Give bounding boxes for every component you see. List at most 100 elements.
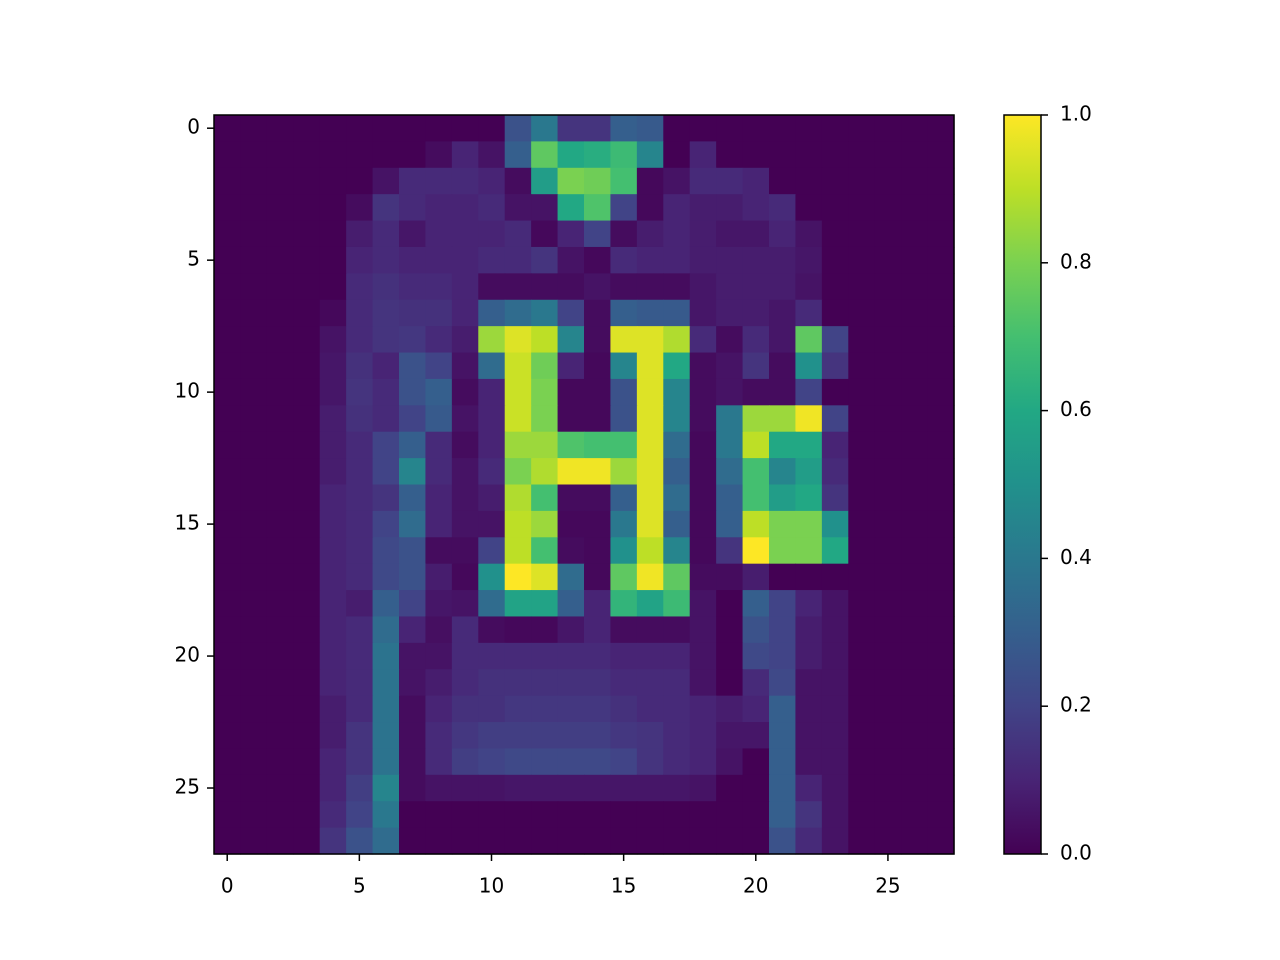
heatmap-cell: [293, 458, 321, 486]
heatmap-cell: [716, 246, 744, 274]
heatmap-cell: [795, 642, 823, 670]
heatmap-cell: [769, 616, 797, 644]
heatmap-cell: [504, 115, 532, 142]
heatmap-cell: [716, 378, 744, 406]
heatmap-cell: [821, 378, 849, 406]
heatmap-cell: [821, 458, 849, 486]
heatmap-cell: [504, 801, 532, 829]
heatmap-cell: [584, 194, 612, 222]
heatmap-cell: [663, 326, 691, 354]
heatmap-cell: [901, 167, 929, 195]
heatmap-cell: [689, 642, 717, 670]
heatmap-cell: [425, 220, 453, 248]
heatmap-cell: [451, 299, 479, 327]
heatmap-cell: [716, 563, 744, 591]
heatmap-cell: [425, 431, 453, 459]
heatmap-cell: [451, 616, 479, 644]
heatmap-cell: [399, 827, 427, 855]
heatmap-cell: [399, 722, 427, 750]
heatmap-cell: [927, 299, 955, 327]
heatmap-cell: [346, 669, 374, 697]
heatmap-cell: [795, 115, 823, 142]
heatmap-cell: [901, 642, 929, 670]
heatmap-cell: [848, 801, 876, 829]
heatmap-cell: [557, 273, 585, 301]
heatmap-cell: [319, 827, 347, 855]
heatmap-cell: [266, 590, 294, 618]
heatmap-cell: [584, 616, 612, 644]
heatmap-cell: [346, 774, 374, 802]
heatmap-cell: [399, 669, 427, 697]
heatmap-cell: [716, 431, 744, 459]
heatmap-cell: [769, 378, 797, 406]
heatmap-cell: [663, 669, 691, 697]
heatmap-cell: [795, 827, 823, 855]
heatmap-cell: [293, 537, 321, 565]
heatmap-cell: [821, 352, 849, 380]
heatmap-cell: [742, 510, 770, 538]
heatmap-cell: [504, 326, 532, 354]
heatmap-cell: [689, 352, 717, 380]
heatmap-cell: [584, 115, 612, 142]
heatmap-cell: [901, 220, 929, 248]
heatmap-cell: [399, 616, 427, 644]
colorbar-axis: 0.0 0.2 0.4 0.6 0.8 1.0: [1041, 102, 1092, 865]
heatmap-cell: [372, 801, 400, 829]
heatmap-cell: [266, 115, 294, 142]
heatmap-cell: [240, 642, 268, 670]
heatmap-cell: [214, 827, 242, 855]
heatmap-cell: [346, 194, 374, 222]
heatmap-cell: [742, 695, 770, 723]
plot-frame: [213, 114, 955, 855]
heatmap-cell: [319, 642, 347, 670]
heatmap-cell: [266, 827, 294, 855]
heatmap-cell: [927, 352, 955, 380]
heatmap-cell: [214, 378, 242, 406]
heatmap-cell: [874, 537, 902, 565]
heatmap-cell: [478, 642, 506, 670]
heatmap-cell: [451, 827, 479, 855]
heatmap-cell: [531, 378, 559, 406]
heatmap-cell: [795, 299, 823, 327]
heatmap-cell: [240, 326, 268, 354]
heatmap-cell: [848, 299, 876, 327]
heatmap-cell: [451, 722, 479, 750]
heatmap-cell: [214, 484, 242, 512]
heatmap-cell: [557, 537, 585, 565]
heatmap-cell: [557, 299, 585, 327]
heatmap-cell: [663, 801, 691, 829]
heatmap-cell: [478, 484, 506, 512]
heatmap-cell: [399, 563, 427, 591]
heatmap-cell: [795, 246, 823, 274]
heatmap-cell: [293, 326, 321, 354]
heatmap-cell: [848, 115, 876, 142]
heatmap-cell: [636, 141, 664, 169]
heatmap-cell: [636, 167, 664, 195]
heatmap-cell: [795, 722, 823, 750]
heatmap-cell: [399, 642, 427, 670]
heatmap-cell: [927, 141, 955, 169]
heatmap-cell: [742, 748, 770, 776]
heatmap-cell: [293, 167, 321, 195]
heatmap-cell: [848, 167, 876, 195]
heatmap-cell: [769, 669, 797, 697]
heatmap-cell: [266, 616, 294, 644]
heatmap-cell: [901, 590, 929, 618]
heatmap-cell: [531, 194, 559, 222]
heatmap-cell: [319, 616, 347, 644]
heatmap-cell: [848, 431, 876, 459]
heatmap-cell: [795, 378, 823, 406]
heatmap-cell: [742, 458, 770, 486]
heatmap-cell: [663, 299, 691, 327]
heatmap-cell: [504, 273, 532, 301]
heatmap-cell: [504, 431, 532, 459]
heatmap-cell: [399, 484, 427, 512]
heatmap-cell: [663, 537, 691, 565]
heatmap-cell: [425, 537, 453, 565]
heatmap-cell: [266, 458, 294, 486]
heatmap-cell: [425, 563, 453, 591]
heatmap-cell: [346, 537, 374, 565]
heatmap-cell: [399, 115, 427, 142]
heatmap-cell: [901, 801, 929, 829]
heatmap-cell: [689, 827, 717, 855]
